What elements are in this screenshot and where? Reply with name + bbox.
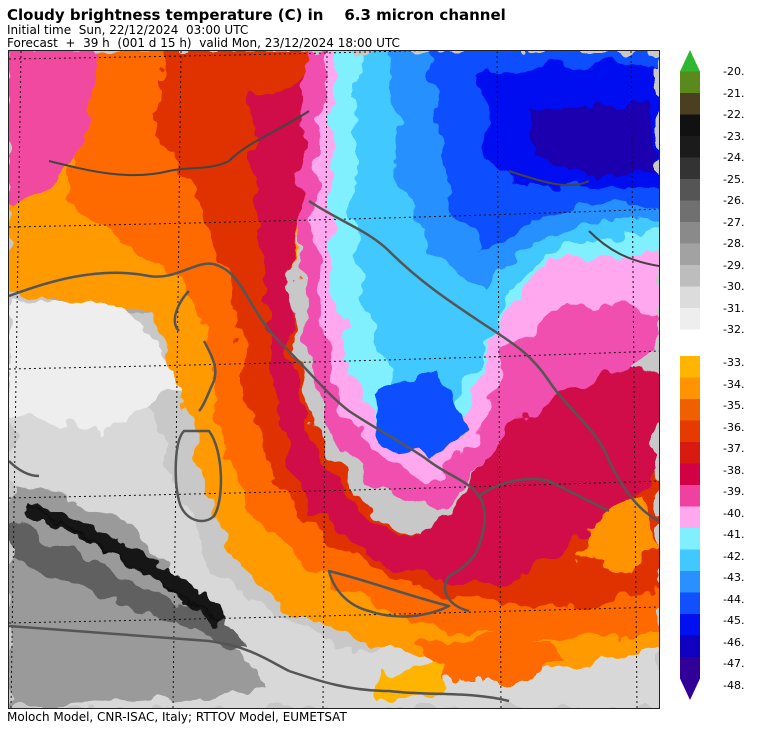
scale-swatch <box>680 506 700 528</box>
scale-swatch <box>680 571 700 593</box>
coastlines <box>9 199 659 703</box>
scale-swatch <box>680 93 700 115</box>
scale-swatch <box>680 377 700 399</box>
scale-swatch <box>680 592 700 614</box>
scale-label: -27. <box>723 215 745 229</box>
scale-swatch <box>680 399 700 421</box>
scale-swatch <box>680 614 700 636</box>
color-scale: -20. -21. -22. -23. -24. -25. -26. -27. -28. -29.… <box>676 50 760 715</box>
scale-swatch <box>680 71 700 93</box>
scale-swatch <box>680 222 700 244</box>
scale-swatch <box>680 157 700 179</box>
scale-label: -29. <box>723 258 745 272</box>
scale-swatch <box>680 657 700 679</box>
scale-swatch <box>680 50 700 72</box>
lat-lon-grid <box>9 51 659 708</box>
scale-label: -28. <box>723 237 745 250</box>
credits: Moloch Model, CNR-ISAC, Italy; RTTOV Mod… <box>7 710 347 724</box>
scale-swatch <box>680 356 700 378</box>
scale-swatch <box>680 308 700 330</box>
scale-label: -40. <box>723 506 745 520</box>
temperature-field <box>9 51 659 708</box>
scale-label: -30. <box>723 280 745 293</box>
scale-label: -21. <box>723 86 745 100</box>
color-scale-bar <box>680 50 700 700</box>
forecast-map <box>8 50 660 709</box>
scale-label: -22. <box>723 108 745 121</box>
scale-label: -37. <box>723 442 745 455</box>
map-canvas <box>9 51 659 708</box>
scale-label: -24. <box>723 151 745 164</box>
chart-title: Cloudy brightness temperature (C) in 6.3… <box>7 6 506 24</box>
scale-swatch <box>680 442 700 464</box>
scale-label: -43. <box>723 571 745 584</box>
scale-swatch <box>680 635 700 657</box>
scale-label: -25. <box>723 172 745 186</box>
scale-swatch <box>680 114 700 136</box>
scale-swatch <box>680 200 700 222</box>
scale-label: -47. <box>723 657 745 670</box>
scale-label: -42. <box>723 549 745 563</box>
initial-time: Initial time Sun, 22/12/2024 03:00 UTC <box>7 23 249 37</box>
dark-band <box>24 501 229 626</box>
scale-label: -39. <box>723 485 745 498</box>
scale-label: -26. <box>723 194 745 207</box>
scale-label: -45. <box>723 614 745 627</box>
scale-label: -41. <box>723 528 745 541</box>
forecast-validity: Forecast + 39 h (001 d 15 h) valid Mon, … <box>7 36 400 50</box>
scale-label: -33. <box>723 356 745 369</box>
scale-label: -34. <box>723 377 745 391</box>
scale-swatch <box>680 463 700 485</box>
scale-swatch <box>680 265 700 287</box>
scale-swatch <box>680 136 700 158</box>
scale-label: -46. <box>723 635 745 649</box>
scale-label: -23. <box>723 129 745 143</box>
scale-label: -36. <box>723 420 745 434</box>
scale-swatch <box>680 243 700 265</box>
scale-swatch <box>680 549 700 571</box>
scale-label: -44. <box>723 592 745 606</box>
scale-swatch <box>680 420 700 442</box>
scale-swatch <box>680 286 700 308</box>
scale-label: -38. <box>723 463 745 477</box>
scale-swatch <box>680 528 700 550</box>
scale-swatch <box>680 485 700 507</box>
scale-label: -32. <box>723 323 745 336</box>
scale-label: -20. <box>723 65 745 78</box>
scale-label: -48. <box>723 678 745 692</box>
scale-swatch <box>680 179 700 201</box>
scale-label: -31. <box>723 301 745 315</box>
scale-arrow-bottom <box>680 678 700 700</box>
borders <box>48 110 659 267</box>
scale-label: -35. <box>723 399 745 412</box>
